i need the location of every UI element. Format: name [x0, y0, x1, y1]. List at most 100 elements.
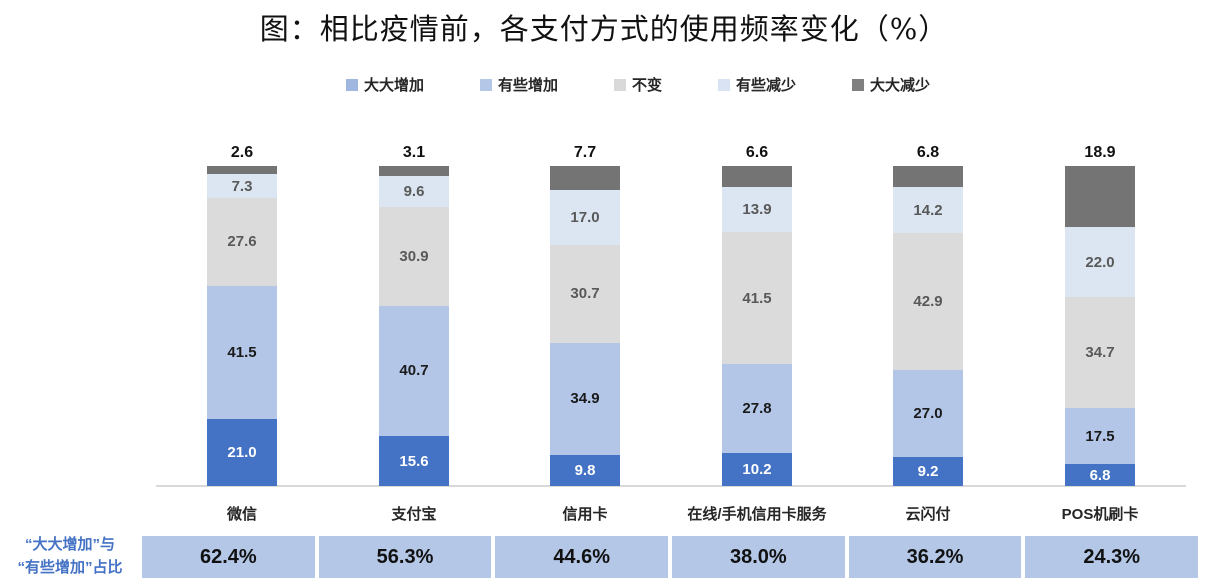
- summary-row-label-line1: “大大增加”与: [24, 536, 115, 553]
- bar-column-5: 6.8 17.5 34.7 22.0 18.9: [1065, 144, 1135, 486]
- bar-segment: 13.9: [722, 187, 792, 232]
- category-label-5: POS机刷卡: [1061, 506, 1139, 523]
- chart-legend: 大大增加 有些增加 不变 有些减少 大大减少: [34, 74, 1208, 95]
- bar-column-2: 9.8 34.9 30.7 17.0 7.7: [550, 144, 620, 486]
- bar-top-value-label: 18.9: [1084, 144, 1116, 162]
- segment-value-label: 22.0: [1085, 253, 1115, 271]
- segment-value-label: 9.2: [917, 462, 939, 480]
- legend-item-0: 大大增加: [345, 74, 424, 95]
- segment-value-label: 13.9: [742, 200, 772, 218]
- bar-top-value-label: 6.6: [745, 144, 769, 161]
- category-label-2: 信用卡: [562, 506, 608, 523]
- bar-column-3: 10.2 27.8 41.5 13.9 6.6: [722, 144, 792, 486]
- bar-segment: 30.7: [550, 244, 620, 343]
- summary-cell-3: 38.0%: [672, 536, 845, 578]
- summary-row-label-line2: “有些增加”占比: [17, 559, 123, 576]
- bar-segment: 41.5: [207, 286, 277, 419]
- segment-value-label: 6.8: [1089, 466, 1111, 484]
- summary-cell-1: 56.3%: [318, 536, 492, 578]
- legend-label: 有些增加: [497, 77, 558, 94]
- segment-value-label: 10.2: [742, 461, 772, 479]
- legend-swatch-icon: [479, 78, 492, 91]
- bar-segment: 34.7: [1065, 297, 1135, 409]
- legend-swatch-icon: [718, 78, 730, 91]
- bar-column-4: 9.2 27.0 42.9 14.2 6.8: [893, 144, 963, 486]
- legend-swatch-icon: [613, 78, 626, 91]
- bar-segment: 17.0: [550, 190, 620, 245]
- bar-segment: [893, 165, 963, 188]
- bar-segment: 15.6: [379, 436, 449, 486]
- legend-item-2: 不变: [613, 74, 662, 95]
- bar-segment: [550, 165, 620, 191]
- bar-segment: 14.2: [893, 187, 963, 233]
- category-label-1: 支付宝: [391, 506, 437, 523]
- bar-top-value-label: 6.8: [916, 143, 940, 161]
- bar-top-value-label: 2.6: [230, 144, 254, 161]
- summary-band: 62.4% 56.3% 44.6% 38.0% 36.2% 24.3%: [142, 536, 1199, 578]
- bar-segment: 27.8: [722, 364, 792, 454]
- legend-label: 大大减少: [870, 77, 931, 94]
- bar-segment: [379, 166, 449, 177]
- segment-value-label: 30.9: [399, 247, 429, 265]
- segment-value-label: 14.2: [913, 201, 943, 219]
- bar-segment: 7.3: [207, 174, 277, 198]
- segment-value-label: 42.9: [913, 293, 943, 311]
- bar-segment: 34.9: [550, 342, 620, 455]
- legend-item-4: 大大减少: [852, 74, 930, 95]
- legend-label: 大大增加: [363, 77, 424, 94]
- bar-segment: 17.5: [1065, 408, 1135, 465]
- segment-value-label: 40.7: [399, 362, 429, 380]
- segment-value-label: 17.5: [1085, 427, 1115, 445]
- category-label-3: 在线/手机信用卡服务: [687, 506, 827, 523]
- legend-label: 不变: [631, 77, 662, 94]
- x-axis-line: [156, 485, 1186, 487]
- bar-segment: [1065, 166, 1135, 227]
- segment-value-label: 34.7: [1085, 344, 1115, 362]
- bar-segment: 10.2: [722, 453, 792, 486]
- bar-segment: 22.0: [1065, 226, 1135, 298]
- bar-segment: [722, 166, 792, 188]
- bar-top-value-label: 3.1: [402, 144, 426, 162]
- summary-row-label: “大大增加”与 “有些增加”占比: [2, 533, 138, 579]
- segment-value-label: 34.9: [570, 390, 600, 408]
- bar-segment: 30.9: [379, 206, 449, 306]
- segment-value-label: 41.5: [742, 289, 772, 307]
- bar-segment: 9.2: [893, 456, 963, 486]
- summary-cell-5: 24.3%: [1025, 536, 1199, 578]
- bar-segment: 41.5: [722, 231, 792, 365]
- category-label-0: 微信: [226, 506, 257, 523]
- segment-value-label: 27.6: [227, 233, 257, 251]
- bar-column-1: 15.6 40.7 30.9 9.6 3.1: [379, 144, 449, 486]
- legend-label: 有些减少: [736, 77, 797, 94]
- segment-value-label: 30.7: [570, 285, 600, 303]
- bar-segment: 6.8: [1065, 464, 1135, 486]
- bar-column-0: 21.0 41.5 27.6 7.3 2.6: [207, 144, 277, 486]
- bar-segment: 27.0: [893, 370, 963, 457]
- segment-value-label: 9.8: [574, 461, 596, 479]
- segment-value-label: 27.8: [742, 400, 772, 418]
- bar-segment: 42.9: [893, 232, 963, 371]
- legend-swatch-icon: [345, 78, 358, 91]
- bar-top-value-label: 7.7: [573, 143, 597, 161]
- segment-value-label: 27.0: [913, 404, 943, 422]
- summary-cell-4: 36.2%: [848, 536, 1022, 578]
- bar-segment: 9.6: [379, 176, 449, 207]
- category-label-4: 云闪付: [905, 506, 951, 523]
- summary-cell-0: 62.4%: [142, 536, 315, 578]
- legend-item-1: 有些增加: [479, 74, 558, 95]
- segment-value-label: 15.6: [399, 452, 429, 470]
- bar-segment: 9.8: [550, 454, 620, 486]
- legend-item-3: 有些减少: [718, 74, 796, 95]
- bar-segment: 27.6: [207, 197, 277, 287]
- legend-swatch-icon: [852, 78, 865, 91]
- summary-cell-2: 44.6%: [495, 536, 669, 578]
- segment-value-label: 21.0: [227, 443, 257, 461]
- chart-title: 图：相比疫情前，各支付方式的使用频率变化（%）: [259, 12, 949, 46]
- bar-segment: 21.0: [207, 418, 277, 486]
- segment-value-label: 17.0: [570, 209, 600, 227]
- segment-value-label: 41.5: [227, 343, 257, 361]
- bar-segment: 40.7: [379, 305, 449, 437]
- segment-value-label: 9.6: [403, 183, 425, 201]
- bar-segment: [207, 166, 277, 175]
